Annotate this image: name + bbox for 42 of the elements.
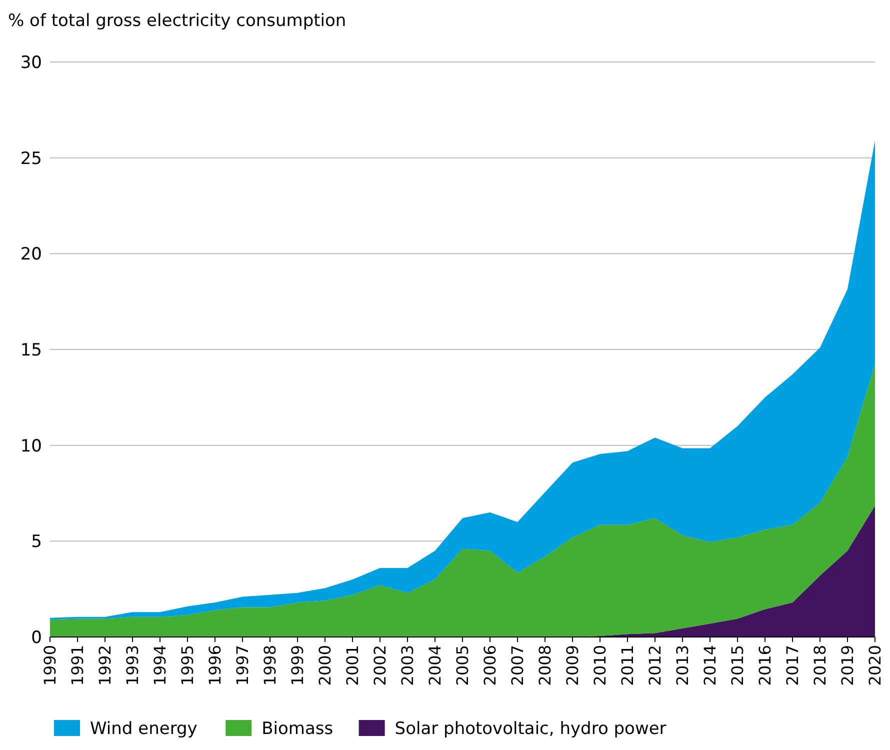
y-tick-label: 25 — [20, 148, 42, 169]
x-tick-label: 2007 — [508, 645, 528, 686]
x-tick-label: 1999 — [288, 645, 308, 686]
x-tick-label: 2019 — [838, 645, 858, 686]
x-tick-label: 2014 — [700, 645, 720, 686]
x-tick-label: 2020 — [866, 645, 885, 686]
x-tick-label: 1994 — [150, 645, 170, 686]
x-tick-label: 2017 — [783, 645, 802, 686]
x-tick-label: 1997 — [233, 645, 252, 686]
x-tick-label: 2008 — [536, 645, 555, 686]
y-tick-label: 20 — [20, 244, 42, 265]
x-tick-label: 2000 — [316, 645, 335, 686]
x-tick-label: 2001 — [343, 645, 362, 686]
y-tick-label: 10 — [20, 436, 42, 456]
x-tick-label: 2012 — [646, 645, 665, 686]
x-tick-label: 2003 — [398, 645, 418, 686]
legend-label: Biomass — [262, 719, 334, 739]
x-tick-label: 2018 — [810, 645, 830, 686]
x-tick-label: 1996 — [206, 645, 225, 686]
x-tick-label: 2011 — [618, 645, 638, 686]
x-tick-label: 2016 — [756, 645, 775, 686]
x-tick-label: 1991 — [68, 645, 88, 686]
x-tick-label: 2005 — [453, 645, 472, 686]
x-tick-label: 1990 — [40, 645, 60, 686]
y-tick-label: 30 — [20, 52, 42, 73]
x-tick-label: 2009 — [563, 645, 582, 686]
x-tick-label: 1993 — [123, 645, 142, 686]
y-axis-title: % of total gross electricity consumption — [8, 11, 346, 31]
x-tick-label: 2006 — [480, 645, 500, 686]
x-tick-label: 1992 — [96, 645, 115, 686]
legend-label: Solar photovoltaic, hydro power — [394, 719, 666, 739]
x-tick-label: 1998 — [260, 645, 280, 686]
x-tick-label: 2002 — [370, 645, 390, 686]
y-tick-label: 15 — [20, 340, 42, 360]
y-tick-label: 5 — [31, 532, 42, 552]
y-tick-label: 0 — [31, 628, 42, 648]
x-tick-label: 2010 — [590, 645, 610, 686]
x-tick-label: 2013 — [673, 645, 692, 686]
x-tick-label: 1995 — [178, 645, 198, 686]
x-tick-label: 2004 — [426, 645, 445, 686]
legend-label: Wind energy — [90, 719, 198, 739]
x-tick-label: 2015 — [728, 645, 748, 686]
